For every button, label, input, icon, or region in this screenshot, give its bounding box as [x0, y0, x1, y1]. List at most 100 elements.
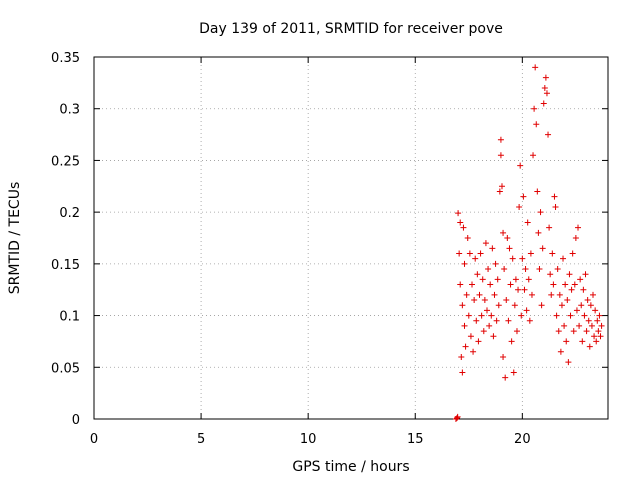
data-point: [534, 188, 541, 195]
data-point: [588, 322, 595, 329]
data-point: [508, 338, 515, 345]
data-point: [523, 307, 530, 314]
data-point: [457, 219, 464, 226]
data-point: [597, 333, 604, 340]
data-point: [564, 297, 571, 304]
data-point: [536, 266, 543, 273]
x-axis-label: GPS time / hours: [292, 459, 409, 475]
data-point: [580, 286, 587, 293]
data-point: [506, 245, 513, 252]
data-point: [557, 348, 564, 355]
data-point: [558, 302, 565, 309]
data-point: [532, 64, 539, 71]
data-point: [563, 338, 570, 345]
data-point: [459, 369, 466, 376]
data-point: [527, 250, 534, 257]
data-point: [542, 74, 549, 81]
data-point: [479, 276, 486, 283]
data-point: [494, 276, 501, 283]
data-point: [598, 322, 605, 329]
data-point: [492, 260, 499, 267]
data-point: [461, 322, 468, 329]
data-point: [466, 250, 473, 257]
data-point: [555, 328, 562, 335]
data-point: [585, 317, 592, 324]
data-point: [521, 286, 528, 293]
data-point: [481, 297, 488, 304]
data-point: [533, 121, 540, 128]
data-point: [562, 281, 569, 288]
data-point: [576, 322, 583, 329]
data-point: [502, 374, 509, 381]
data-point: [546, 224, 553, 231]
data-point: [463, 291, 470, 298]
data-point: [520, 193, 527, 200]
data-point: [565, 359, 572, 366]
data-point: [491, 291, 498, 298]
data-point: [475, 338, 482, 345]
y-tick-label: 0: [72, 413, 80, 428]
data-point: [570, 328, 577, 335]
data-point: [455, 210, 462, 217]
data-point: [586, 343, 593, 350]
data-point: [572, 235, 579, 241]
data-point: [537, 209, 544, 216]
data-point: [511, 302, 518, 309]
data-point: [473, 317, 480, 324]
data-point: [501, 266, 508, 273]
data-point: [485, 266, 492, 273]
data-point: [500, 229, 507, 236]
data-point: [486, 322, 493, 329]
y-tick-label: 0.2: [59, 206, 80, 221]
data-point: [469, 281, 476, 288]
data-point: [505, 317, 512, 324]
data-point: [592, 307, 599, 314]
x-tick-label: 5: [197, 432, 205, 447]
data-point: [593, 338, 600, 345]
data-point: [495, 302, 502, 309]
data-point: [498, 183, 505, 190]
chart-title: Day 139 of 2011, SRMTID for receiver pov…: [199, 21, 503, 37]
data-point: [540, 100, 547, 107]
data-point: [535, 229, 542, 236]
data-point: [591, 333, 598, 340]
data-point: [488, 312, 495, 319]
data-point: [460, 224, 467, 231]
data-point: [543, 90, 550, 97]
data-point: [525, 276, 532, 283]
data-point: [512, 276, 519, 283]
axis-ticks: 0 5 10 15 20 0 0.05 0.1 0.15 0.2 0.25 0.3 0.35: [51, 51, 608, 447]
x-tick-label: 15: [407, 432, 424, 447]
data-point: [487, 281, 494, 288]
data-point: [464, 235, 471, 241]
data-point: [561, 322, 568, 329]
data-point: [581, 312, 588, 319]
data-point: [454, 413, 461, 420]
data-point: [489, 245, 496, 252]
y-tick-label: 0.25: [51, 154, 80, 169]
data-point: [583, 328, 590, 335]
data-point: [524, 219, 531, 226]
data-point: [528, 291, 535, 298]
data-point: [478, 312, 485, 319]
data-point: [509, 255, 516, 262]
plot-frame: [93, 56, 609, 420]
data-point: [476, 291, 483, 298]
data-point: [467, 333, 474, 340]
data-point: [552, 203, 559, 210]
data-point: [545, 131, 552, 138]
data-point: [578, 302, 585, 309]
data-point: [493, 317, 500, 324]
data-point: [538, 302, 545, 309]
data-point: [526, 317, 533, 324]
data-point: [462, 343, 469, 350]
data-point: [539, 245, 546, 252]
x-tick-label: 20: [514, 432, 531, 447]
data-point: [551, 193, 558, 200]
data-point: [454, 414, 461, 421]
data-point: [577, 276, 584, 283]
data-point: [497, 136, 504, 143]
data-point: [490, 333, 497, 340]
data-point: [477, 250, 484, 257]
